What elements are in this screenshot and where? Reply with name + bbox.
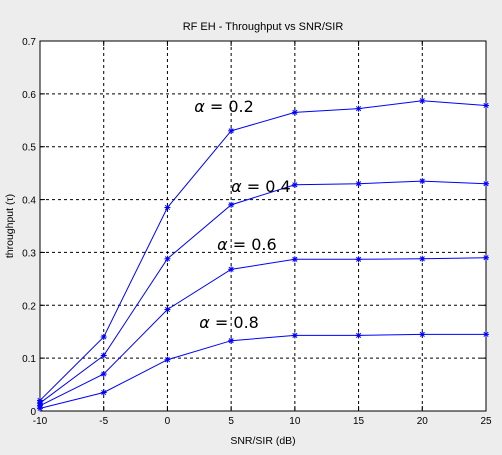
data-point — [228, 337, 235, 344]
y-tick-label: 0.3 — [22, 248, 36, 259]
data-point — [291, 109, 298, 116]
marker-stroke — [292, 182, 298, 188]
marker-stroke — [419, 256, 425, 262]
data-point — [100, 371, 107, 377]
marker-stroke — [356, 256, 362, 262]
data-point — [291, 332, 298, 339]
series-line — [39, 333, 486, 409]
y-tick-label: 0.5 — [22, 143, 36, 154]
series-line — [39, 180, 487, 404]
data-point — [228, 127, 235, 134]
data-point — [37, 405, 43, 412]
axis-ticks: -10 -5 0 5 10 15 20 25 0 0.1 0.2 0.3 0.4 0.5 0.6 0.7 — [22, 37, 492, 427]
x-tick-label: 25 — [480, 416, 492, 427]
data-point — [483, 254, 489, 261]
data-point — [228, 266, 235, 273]
series-annotation: α = 0.2 — [194, 97, 254, 116]
annotation-value: = 0.8 — [210, 313, 259, 332]
data-point — [164, 356, 171, 363]
marker-stroke — [356, 106, 362, 112]
data-point — [483, 331, 489, 338]
marker-stroke — [164, 357, 170, 363]
data-point — [483, 102, 489, 109]
marker-stroke — [228, 338, 234, 344]
x-tick-label: 15 — [353, 416, 365, 427]
marker-stroke — [164, 204, 170, 211]
marker-stroke — [164, 306, 170, 313]
series-lines — [37, 97, 489, 412]
y-tick-label: 0 — [30, 407, 36, 418]
data-point — [419, 255, 426, 262]
data-point — [291, 181, 298, 188]
data-point — [419, 97, 426, 104]
marker-stroke — [356, 181, 362, 187]
series-annotation: α = 0.8 — [199, 313, 259, 332]
annotations: α = 0.2α = 0.4α = 0.6α = 0.8 — [194, 97, 291, 332]
annotation-value: = 0.2 — [205, 97, 254, 116]
x-tick-label: 10 — [289, 416, 301, 427]
x-tick-label: -5 — [99, 416, 108, 427]
data-point — [100, 389, 107, 396]
series-line — [39, 100, 487, 401]
data-point — [291, 256, 298, 263]
data-point — [164, 306, 171, 313]
marker-stroke — [292, 109, 298, 115]
marker-stroke — [292, 332, 298, 338]
series-annotation: α = 0.6 — [217, 235, 277, 254]
data-point — [419, 331, 426, 338]
annotation-value: = 0.4 — [242, 177, 291, 196]
grid-lines — [40, 41, 486, 411]
marker-stroke — [483, 255, 489, 261]
x-tick-label: 20 — [417, 416, 429, 427]
marker-stroke — [101, 352, 107, 359]
y-tick-label: 0.7 — [22, 37, 36, 48]
data-point — [228, 201, 235, 208]
marker-stroke — [101, 389, 107, 396]
data-point — [164, 204, 171, 211]
alpha-symbol: α — [199, 313, 210, 332]
marker-stroke — [228, 202, 234, 208]
data-point — [355, 180, 362, 187]
x-tick-label: 5 — [228, 416, 234, 427]
marker-stroke — [419, 98, 425, 104]
marker-stroke — [419, 178, 425, 184]
marker-stroke — [164, 256, 170, 262]
marker-stroke — [419, 331, 425, 337]
alpha-symbol: α — [194, 97, 205, 116]
marker-stroke — [101, 334, 107, 340]
series-line — [39, 257, 487, 407]
data-point — [100, 334, 107, 340]
y-tick-label: 0.2 — [22, 301, 36, 312]
y-axis-label: throughput (τ) — [4, 194, 16, 258]
alpha-symbol: α — [217, 235, 228, 254]
chart-title: RF EH - Throughput vs SNR/SIR — [183, 21, 344, 33]
x-tick-label: 0 — [165, 416, 171, 427]
marker-stroke — [356, 332, 362, 338]
data-point — [483, 180, 489, 187]
x-tick-label: -10 — [33, 416, 48, 427]
marker-stroke — [101, 371, 107, 377]
data-point — [164, 255, 171, 262]
marker-stroke — [228, 266, 234, 272]
data-point — [419, 178, 426, 185]
annotation-value: = 0.6 — [228, 235, 277, 254]
data-point — [355, 332, 362, 339]
data-point — [100, 352, 107, 359]
series-annotation: α = 0.4 — [231, 177, 291, 196]
marker-stroke — [37, 405, 43, 411]
marker-stroke — [228, 128, 234, 134]
marker-stroke — [483, 102, 489, 109]
y-tick-label: 0.4 — [22, 196, 36, 207]
plot-area — [39, 40, 487, 412]
marker-stroke — [292, 256, 298, 262]
data-point — [355, 105, 362, 112]
marker-stroke — [483, 331, 489, 337]
y-tick-label: 0.6 — [22, 90, 36, 101]
alpha-symbol: α — [231, 177, 242, 196]
marker-stroke — [483, 181, 489, 187]
x-axis-label: SNR/SIR (dB) — [230, 435, 295, 447]
y-tick-label: 0.1 — [22, 354, 36, 365]
data-point — [355, 256, 362, 263]
